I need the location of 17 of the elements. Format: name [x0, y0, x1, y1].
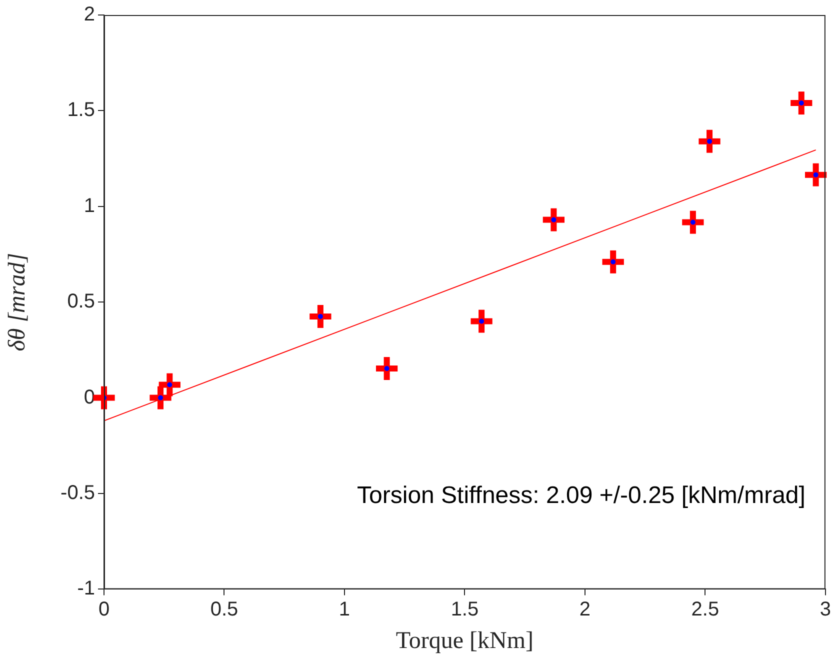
x-tick-label: 2	[579, 598, 591, 621]
y-axis-title: δθ [mrad]	[4, 252, 31, 352]
x-tick-label: 2.5	[691, 598, 720, 621]
x-tick-label: 1	[338, 598, 350, 621]
x-tick-label: 3	[820, 598, 831, 621]
y-tick-label: 0	[84, 386, 95, 408]
y-tick-label: 1.5	[67, 99, 95, 122]
y-tick-label: -0.5	[60, 482, 95, 504]
y-tick-label: 2	[84, 4, 95, 26]
x-tick-label: 0.5	[210, 598, 238, 621]
y-tick-label: -1	[77, 578, 95, 600]
x-axis-title: Torque [kNm]	[396, 628, 534, 654]
x-tick-label: 1.5	[450, 598, 479, 621]
annotation: Torsion Stiffness: 2.09 +/-0.25 [kNm/mrad]	[357, 482, 806, 509]
y-tick-label: 1	[84, 194, 95, 217]
x-tick-label: 0	[98, 598, 110, 621]
y-tick-label: 0.5	[67, 290, 95, 313]
